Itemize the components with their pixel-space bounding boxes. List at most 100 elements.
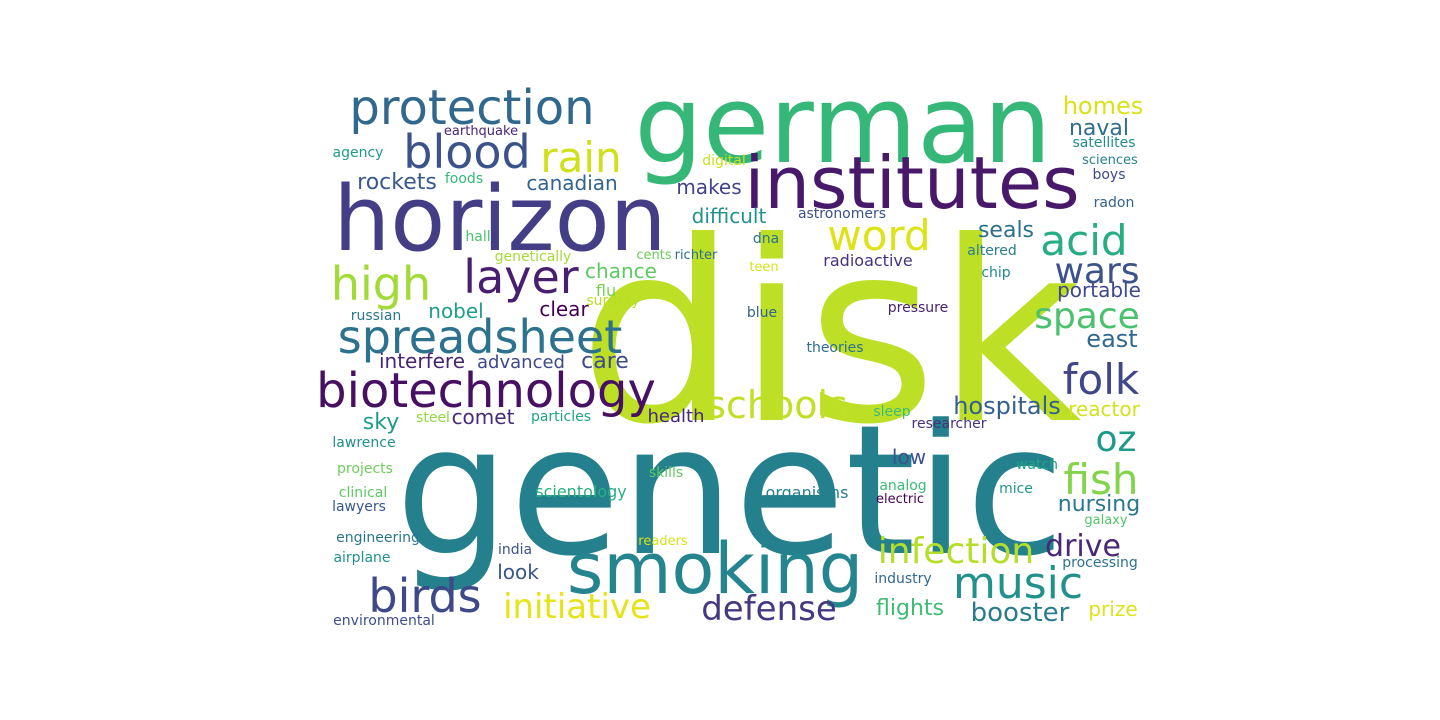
cloud-word-initiative: initiative [503, 587, 651, 627]
cloud-word-organisms: organisms [766, 483, 849, 502]
cloud-word-chip: chip [981, 265, 1010, 281]
cloud-word-schools: schools [706, 383, 848, 427]
cloud-word-low: low [892, 445, 926, 469]
cloud-word-satellites: satellites [1072, 135, 1135, 151]
cloud-word-altered: altered [967, 243, 1017, 259]
cloud-word-mice: mice [999, 481, 1033, 497]
cloud-word-fish: fish [1064, 455, 1139, 504]
cloud-word-hospitals: hospitals [953, 392, 1061, 420]
cloud-word-advanced: advanced [477, 352, 565, 373]
cloud-word-blood: blood [403, 125, 530, 179]
cloud-word-blue: blue [747, 305, 777, 321]
cloud-word-horizon: horizon [333, 167, 666, 272]
cloud-word-chance: chance [585, 259, 657, 283]
cloud-word-disk: disk [578, 188, 1081, 479]
cloud-word-care: care [581, 349, 629, 374]
cloud-word-processing: processing [1062, 555, 1137, 571]
cloud-word-reactor: reactor [1068, 397, 1140, 421]
cloud-word-scientology: scientology [535, 482, 626, 501]
cloud-word-genetically: genetically [495, 249, 572, 265]
cloud-word-astronomers: astronomers [798, 206, 886, 222]
cloud-word-surgery: surgery [586, 293, 639, 309]
cloud-word-seals: seals [978, 218, 1034, 243]
cloud-word-earthquake: earthquake [444, 124, 518, 139]
cloud-word-lawyers: lawyers [332, 499, 386, 515]
cloud-word-dna: dna [753, 231, 779, 247]
cloud-word-biotechnology: biotechnology [316, 363, 656, 419]
cloud-word-infection: infection [878, 531, 1034, 572]
cloud-word-prize: prize [1088, 597, 1137, 621]
cloud-word-interfere: interfere [379, 349, 465, 373]
cloud-word-researcher: researcher [912, 416, 987, 432]
cloud-word-sciences: sciences [1082, 153, 1138, 168]
cloud-word-radon: radon [1094, 195, 1135, 211]
cloud-word-pressure: pressure [888, 300, 948, 316]
cloud-word-skills: skills [649, 465, 683, 481]
cloud-word-india: india [498, 542, 532, 558]
cloud-word-environmental: environmental [333, 613, 435, 629]
cloud-word-flu: flu [596, 281, 616, 300]
cloud-word-high: high [331, 257, 431, 311]
cloud-word-rain: rain [540, 133, 621, 182]
cloud-word-genetic: genetic [395, 387, 1064, 596]
cloud-word-nursing: nursing [1058, 492, 1140, 517]
cloud-word-word: word [827, 211, 930, 260]
cloud-word-institutes: institutes [744, 141, 1079, 225]
cloud-word-defense: defense [701, 589, 837, 629]
cloud-word-sky: sky [363, 410, 399, 435]
cloud-word-homes: homes [1063, 92, 1144, 120]
cloud-word-folk: folk [1063, 355, 1140, 404]
cloud-word-acid: acid [1040, 216, 1127, 265]
cloud-word-russian: russian [351, 308, 402, 324]
cloud-word-galaxy: galaxy [1084, 513, 1127, 528]
cloud-word-teen: teen [749, 260, 778, 275]
cloud-word-clear: clear [539, 297, 589, 321]
cloud-word-foods: foods [445, 171, 483, 187]
cloud-word-makes: makes [676, 175, 741, 199]
cloud-word-german: german [634, 63, 1051, 188]
cloud-word-flights: flights [876, 596, 944, 621]
cloud-word-music: music [953, 558, 1083, 609]
cloud-word-difficult: difficult [692, 204, 767, 228]
cloud-word-analog: analog [879, 478, 926, 494]
cloud-word-industry: industry [874, 571, 931, 587]
cloud-word-lawrence: lawrence [332, 435, 395, 451]
cloud-word-naval: naval [1069, 116, 1129, 141]
cloud-word-steel: steel [416, 410, 450, 426]
cloud-word-nobel: nobel [428, 299, 483, 323]
cloud-word-radioactive: radioactive [823, 251, 912, 270]
cloud-word-hall: hall [465, 229, 490, 245]
cloud-word-comet: comet [452, 405, 515, 429]
cloud-word-sleep: sleep [873, 404, 910, 420]
cloud-word-wars: wars [1054, 251, 1139, 292]
cloud-word-cents: cents [636, 248, 671, 263]
cloud-word-electric: electric [876, 492, 924, 507]
cloud-word-space: space [1034, 296, 1140, 337]
cloud-word-richter: richter [675, 248, 718, 263]
cloud-word-spreadsheet: spreadsheet [338, 310, 623, 364]
cloud-word-drive: drive [1045, 529, 1121, 564]
cloud-word-projects: projects [337, 461, 393, 477]
cloud-word-readers: readers [638, 534, 688, 549]
cloud-word-health: health [648, 406, 705, 427]
cloud-word-digital: digital [702, 153, 746, 169]
cloud-word-look: look [497, 560, 539, 584]
cloud-word-layer: layer [463, 250, 578, 304]
cloud-word-watch: watch [1016, 457, 1058, 473]
cloud-word-agency: agency [333, 145, 384, 161]
cloud-word-clinical: clinical [339, 485, 387, 501]
cloud-word-particles: particles [531, 409, 591, 425]
cloud-word-east: east [1086, 325, 1137, 353]
cloud-word-engineering: engineering [336, 530, 420, 546]
cloud-word-oz: oz [1096, 419, 1137, 460]
cloud-word-airplane: airplane [333, 550, 390, 566]
cloud-word-rockets: rockets [357, 170, 437, 195]
cloud-word-canadian: canadian [526, 171, 617, 195]
cloud-word-smoking: smoking [567, 528, 863, 610]
cloud-word-protection: protection [349, 80, 594, 136]
cloud-word-boys: boys [1092, 167, 1125, 183]
cloud-word-theories: theories [806, 340, 863, 356]
cloud-word-portable: portable [1057, 278, 1141, 302]
cloud-word-birds: birds [368, 569, 481, 623]
